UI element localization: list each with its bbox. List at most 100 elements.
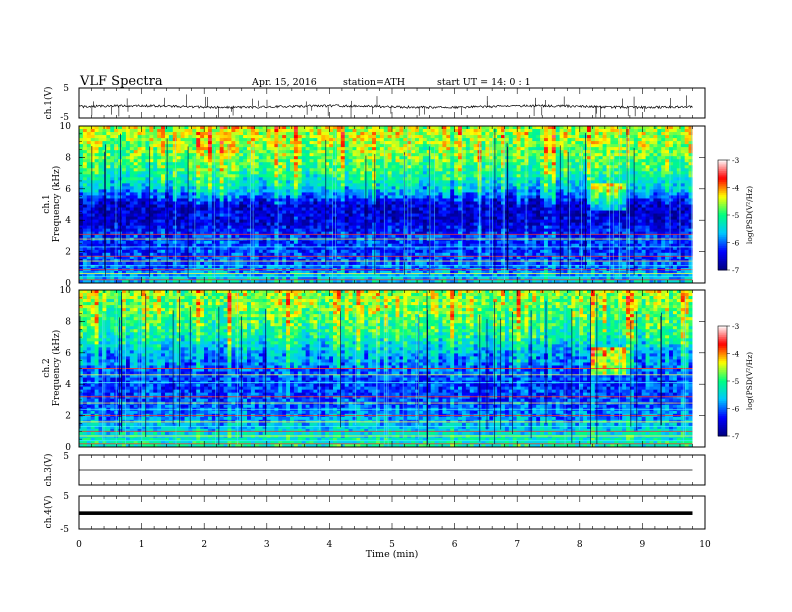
spectrogram-cell <box>153 156 158 160</box>
spectrogram-cell <box>575 207 580 212</box>
spectrogram-cell <box>110 186 115 190</box>
spectrogram-cell <box>422 135 428 139</box>
spectrogram-cell <box>372 132 377 136</box>
spectrogram-cell <box>465 195 471 199</box>
spectrogram-cell <box>497 153 502 157</box>
spectrogram-cell <box>680 198 686 202</box>
spectrogram-cell <box>196 168 201 172</box>
spectrogram-cell <box>137 213 143 218</box>
spectrogram-cell <box>379 189 385 193</box>
spectrogram-cell <box>645 132 650 136</box>
spectrogram-cell <box>164 129 170 133</box>
spectrogram-cell <box>336 165 342 169</box>
spectrogram-cell <box>368 177 373 181</box>
spectrogram-cell <box>637 201 643 205</box>
spectrogram-cell <box>411 195 416 199</box>
spectrogram-cell <box>622 156 627 160</box>
spectrogram-cell <box>629 156 635 160</box>
spectrogram-cell <box>532 204 537 209</box>
spectrogram-cell <box>200 207 205 212</box>
spectrogram-cell <box>262 204 268 209</box>
spectrogram-cell <box>266 156 271 160</box>
spectrogram-cell <box>618 135 623 139</box>
spectrogram-cell <box>215 126 221 130</box>
spectrogram-cell <box>395 198 400 202</box>
spectrogram-cell <box>633 141 639 145</box>
spectrogram-cell <box>161 144 166 148</box>
spectrogram-cell <box>669 147 674 151</box>
spectrogram-cell <box>254 201 260 205</box>
spectrogram-cell <box>442 216 447 221</box>
spectrogram-cell <box>458 150 463 154</box>
spectrogram-cell <box>106 135 111 139</box>
spectrogram-cell <box>676 126 682 130</box>
spectrogram-cell <box>340 195 346 199</box>
spectrogram-cell <box>98 144 103 148</box>
spectrogram-cell <box>446 183 451 187</box>
spectrogram-cell <box>547 150 553 154</box>
spectrogram-cell <box>684 132 690 136</box>
spectrogram-cell <box>94 141 100 145</box>
spectrogram-cell <box>590 168 596 172</box>
spectrogram-cell <box>379 159 385 163</box>
spectrogram-cell <box>247 186 252 190</box>
spectrogram-cell <box>180 141 186 145</box>
spectrogram-cell <box>418 198 424 202</box>
spectrogram-cell <box>598 189 604 193</box>
spectrogram-cell <box>489 135 494 139</box>
spectrogram-cell <box>512 138 518 142</box>
spectrogram-cell <box>180 153 186 157</box>
spectrogram-cell <box>219 171 225 175</box>
spectrogram-cell <box>364 138 369 142</box>
spectrogram-cell <box>536 207 541 212</box>
spectrogram-cell <box>188 216 193 221</box>
spectrogram-cell <box>340 177 346 181</box>
spectrogram-cell <box>262 192 268 196</box>
spectrogram-cell <box>247 192 252 196</box>
spectrogram-cell <box>336 153 342 157</box>
spectrogram-cell <box>243 207 248 212</box>
spectrogram-cell <box>411 207 416 212</box>
spectrogram-cell <box>325 144 330 148</box>
spectrogram-cell <box>407 210 412 215</box>
spectrogram-cell <box>90 216 96 221</box>
spectrogram-cell <box>391 159 397 163</box>
spectrogram-cell <box>293 171 299 175</box>
spectrogram-cell <box>415 192 420 196</box>
spectrogram-cell <box>297 138 303 142</box>
spectrogram-cell <box>680 138 686 142</box>
spectrogram-cell <box>86 213 92 218</box>
spectrogram-cell <box>270 183 275 187</box>
spectrogram-cell <box>575 192 580 196</box>
spectrogram-cell <box>563 174 568 178</box>
spectrogram-cell <box>680 189 686 193</box>
spectrogram-cell <box>86 195 92 199</box>
spectrogram-cell <box>196 129 201 133</box>
spectrogram-cell <box>286 168 291 172</box>
spectrogram-cell <box>204 165 209 169</box>
spectrogram-cell <box>418 180 424 184</box>
spectrogram-cell <box>301 216 307 221</box>
spectrogram-cell <box>688 135 693 139</box>
spectrogram-cell <box>637 213 643 218</box>
spectrogram-cell <box>161 183 166 187</box>
spectrogram-cell <box>672 183 678 187</box>
spectrogram-cell <box>317 159 322 163</box>
spectrogram-cell <box>329 186 334 190</box>
spectrogram-cell <box>649 138 654 142</box>
spectrogram-cell <box>98 180 103 184</box>
spectrogram-cell <box>395 153 400 157</box>
spectrogram-cell <box>680 162 686 166</box>
spectrogram-cell <box>461 162 467 166</box>
spectrogram-cell <box>254 165 260 169</box>
spectrogram-cell <box>192 144 197 148</box>
spectrogram-cell <box>532 141 537 145</box>
spectrogram-cell <box>524 174 529 178</box>
spectrogram-cell <box>141 168 146 172</box>
spectrogram-cell <box>626 180 631 184</box>
spectrogram-cell <box>375 201 381 205</box>
spectrogram-cell <box>98 141 103 145</box>
spectrogram-cell <box>532 174 537 178</box>
spectrogram-cell <box>555 162 561 166</box>
spectrogram-cell <box>520 192 525 196</box>
